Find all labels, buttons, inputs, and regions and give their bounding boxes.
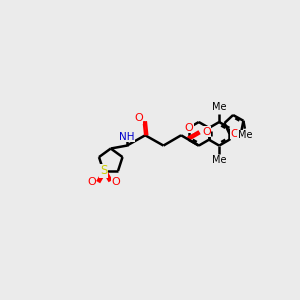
Text: O: O (134, 113, 143, 123)
Text: O: O (184, 123, 193, 133)
Text: Me: Me (212, 102, 226, 112)
Text: O: O (230, 129, 239, 139)
Text: Me: Me (238, 130, 252, 140)
Text: Me: Me (212, 155, 226, 165)
Text: S: S (100, 164, 107, 177)
Text: O: O (111, 177, 120, 187)
Text: O: O (87, 177, 96, 187)
Text: NH: NH (119, 132, 135, 142)
Text: O: O (202, 127, 211, 136)
